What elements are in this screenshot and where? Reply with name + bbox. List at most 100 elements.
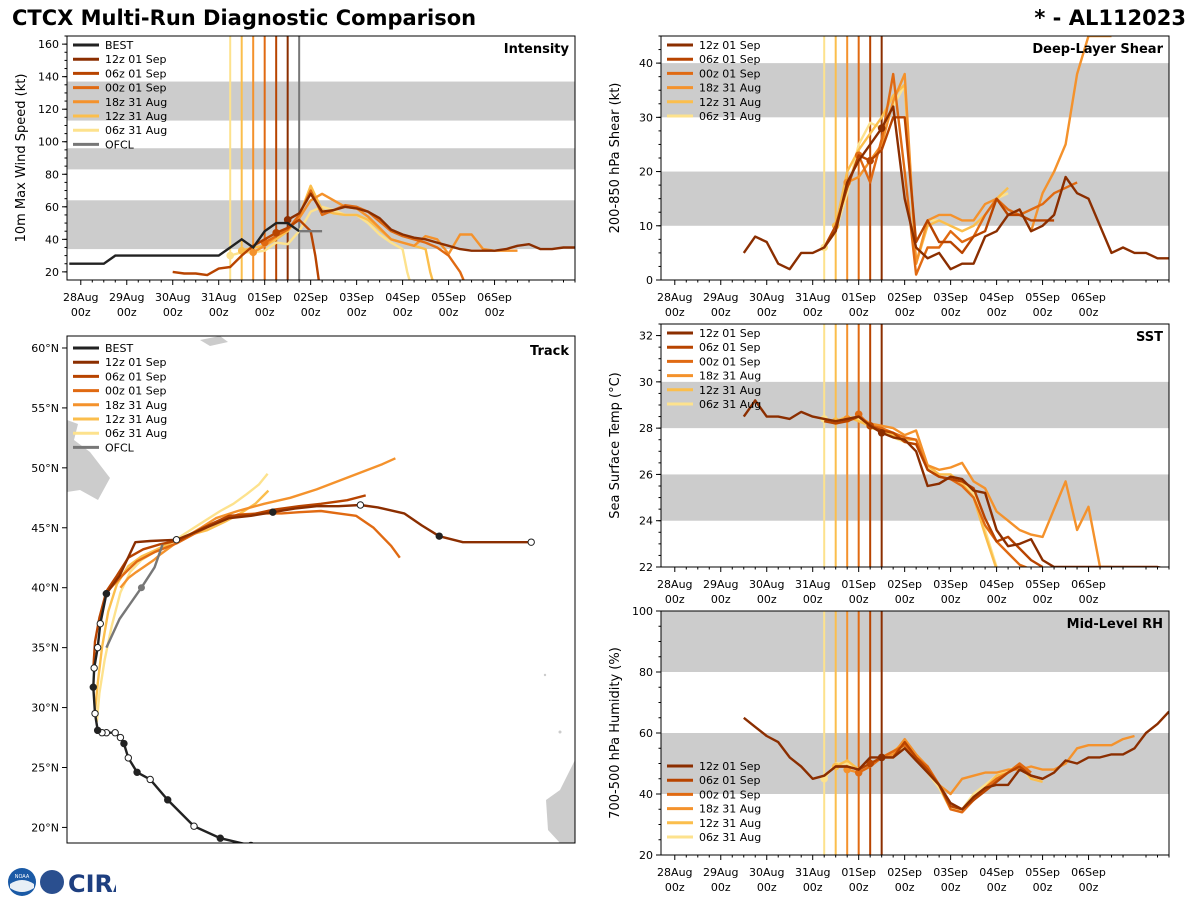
sst-xtick-date: 06Sep <box>1071 578 1106 591</box>
sst-xtick-hour: 00z <box>803 593 823 606</box>
sst-xtick-date: 03Sep <box>933 578 968 591</box>
shear-xtick-date: 06Sep <box>1071 291 1106 304</box>
track-best-point <box>93 726 102 735</box>
sst-ytick-label: 28 <box>639 422 653 435</box>
intensity-xtick-date: 03Sep <box>339 291 374 304</box>
intensity-xtick-date: 06Sep <box>477 291 512 304</box>
intensity-xtick-hour: 00z <box>347 306 367 319</box>
intensity-legend-label: BEST <box>105 39 133 52</box>
sst-legend-label: 12z 01 Sep <box>699 327 761 340</box>
shear-init-point <box>877 124 886 132</box>
sst-xtick-date: 29Aug <box>703 578 738 591</box>
track-best-point <box>120 739 128 748</box>
rh-xtick-date: 29Aug <box>703 866 738 879</box>
track-forecast-point <box>172 536 181 544</box>
shear-xtick-date: 01Sep <box>841 291 876 304</box>
intensity-xtick-date: 28Aug <box>63 291 98 304</box>
rh-xtick-date: 31Aug <box>795 866 830 879</box>
track-series-06z-01-sep <box>92 494 367 670</box>
sst-xtick-date: 02Sep <box>887 578 922 591</box>
shear-xtick-date: 28Aug <box>657 291 692 304</box>
track-lat-label: 30°N <box>31 702 59 715</box>
track-lat-label: 45°N <box>31 522 59 535</box>
shear-xtick-hour: 00z <box>803 306 823 319</box>
shear-xtick-date: 05Sep <box>1025 291 1060 304</box>
sst-frame <box>660 323 1170 568</box>
track-series-12z-01-sep <box>105 503 532 595</box>
intensity-xtick-date: 30Aug <box>155 291 190 304</box>
shear-xtick-hour: 00z <box>895 306 915 319</box>
intensity-legend-label: 06z 01 Sep <box>105 67 167 80</box>
rh-xtick-date: 06Sep <box>1071 866 1106 879</box>
intensity-xtick-date: 29Aug <box>109 291 144 304</box>
africa-land <box>546 760 575 843</box>
intensity-series-06z-31-aug <box>229 205 411 280</box>
track-plot-area <box>67 336 575 843</box>
track-legend-label: 12z 01 Sep <box>105 356 167 369</box>
rh-legend-label: 06z 01 Sep <box>699 774 761 787</box>
track-lat-label: 55°N <box>31 402 59 415</box>
intensity-init-point <box>249 248 257 257</box>
shear-title: Deep-Layer Shear <box>1032 42 1163 57</box>
shear-xtick-hour: 00z <box>711 306 731 319</box>
sst-xtick-hour: 00z <box>711 593 731 606</box>
newfoundland-land <box>67 420 110 500</box>
rh-xtick-date: 05Sep <box>1025 866 1060 879</box>
track-frame <box>66 335 576 844</box>
rh-xtick-hour: 00z <box>803 881 823 894</box>
rh-ytick-label: 60 <box>639 727 653 740</box>
rh-band <box>661 733 1169 794</box>
rh-series-12z-01-sep <box>743 710 1169 811</box>
rh-ytick-label: 100 <box>632 605 653 618</box>
intensity-xtick-hour: 00z <box>117 306 137 319</box>
intensity-ytick-label: 20 <box>45 266 59 279</box>
shear-legend-label: 06z 31 Aug <box>699 110 761 123</box>
shear-legend-label: 06z 01 Sep <box>699 53 761 66</box>
intensity-xtick-date: 02Sep <box>293 291 328 304</box>
track-forecast-point <box>356 501 365 509</box>
intensity-xtick-hour: 00z <box>393 306 413 319</box>
shear-band <box>661 63 1169 118</box>
shear-xtick-date: 29Aug <box>703 291 738 304</box>
shear-ytick-label: 30 <box>639 111 653 124</box>
track-series-12z-31-aug <box>93 489 270 712</box>
shear-series-12z-01-sep <box>742 105 1169 271</box>
sst-legend-label: 12z 31 Aug <box>699 384 761 397</box>
intensity-title: Intensity <box>504 42 570 57</box>
island-land <box>558 730 562 734</box>
shear-ytick-label: 20 <box>639 166 653 179</box>
rh-xtick-hour: 00z <box>757 881 777 894</box>
intensity-init-point <box>272 229 280 237</box>
shear-ytick-label: 10 <box>639 220 653 233</box>
track-best-point <box>216 834 224 842</box>
intensity-init-point <box>283 216 292 224</box>
rh-series-18z-31-aug <box>846 734 1135 796</box>
rh-init-point <box>854 768 863 777</box>
sst-legend-label: 06z 01 Sep <box>699 341 761 354</box>
track-forecast-point <box>527 538 535 546</box>
sst-xtick-hour: 00z <box>665 593 685 606</box>
rh-legend-label: 12z 01 Sep <box>699 760 761 773</box>
rh-legend-label: 18z 31 Aug <box>699 803 761 816</box>
intensity-ytick-label: 60 <box>45 201 59 214</box>
sst-legend-label: 00z 01 Sep <box>699 355 761 368</box>
rh-xtick-hour: 00z <box>987 881 1007 894</box>
shear-xtick-hour: 00z <box>665 306 685 319</box>
shear-ylabel: 200-850 hPa Shear (kt) <box>608 83 623 234</box>
sst-xtick-hour: 00z <box>987 593 1007 606</box>
intensity-init-point <box>226 251 235 260</box>
page-title: CTCX Multi-Run Diagnostic Comparison <box>12 6 477 30</box>
sst-ytick-label: 32 <box>639 330 653 343</box>
track-best-point <box>91 709 99 718</box>
track-legend-label: 18z 31 Aug <box>105 399 167 412</box>
sst-init-point <box>877 428 886 437</box>
shear-legend-label: 18z 31 Aug <box>699 82 761 95</box>
intensity-xtick-hour: 00z <box>439 306 459 319</box>
cira-logo: NOAA CIRA <box>8 868 116 898</box>
intensity-xtick-hour: 00z <box>301 306 321 319</box>
track-best-point <box>89 683 97 691</box>
shear-legend-label: 12z 01 Sep <box>699 39 761 52</box>
sst-xtick-date: 05Sep <box>1025 578 1060 591</box>
svg-text:NOAA: NOAA <box>15 874 30 880</box>
track-best-point <box>90 664 98 672</box>
